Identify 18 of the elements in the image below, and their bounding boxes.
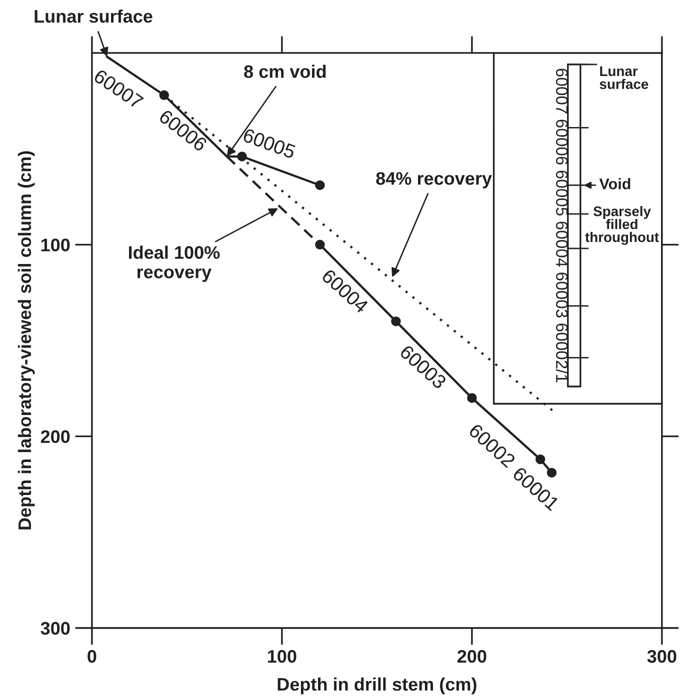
annotation: Lunar surface <box>600 66 648 90</box>
annotation: Sparsely filled throughout <box>585 206 659 245</box>
annotation: Void <box>599 178 630 190</box>
y-axis-title: Depth in laboratory-viewed soil column (cm) <box>18 151 35 530</box>
x-tick-label: 0 <box>88 650 96 663</box>
annotation: 8 cm void <box>244 64 326 78</box>
annotation: 60005 <box>242 128 296 159</box>
y-tick-label: 200 <box>40 430 70 444</box>
x-tick-label: 200 <box>458 650 486 663</box>
annotation: Ideal 100% recovery <box>129 246 220 282</box>
annotation: Lunar surface <box>34 10 152 23</box>
y-tick-label: 300 <box>40 622 70 635</box>
y-tick-label: 100 <box>41 238 70 252</box>
x-tick-label: 100 <box>268 650 296 663</box>
annotation: 84% recovery <box>376 172 492 188</box>
annotation: 60007 60006 60005 60004 60003 60002/1 <box>556 68 568 382</box>
x-axis-title: Depth in drill stem (cm) <box>278 677 476 694</box>
x-tick-label: 300 <box>647 650 676 663</box>
